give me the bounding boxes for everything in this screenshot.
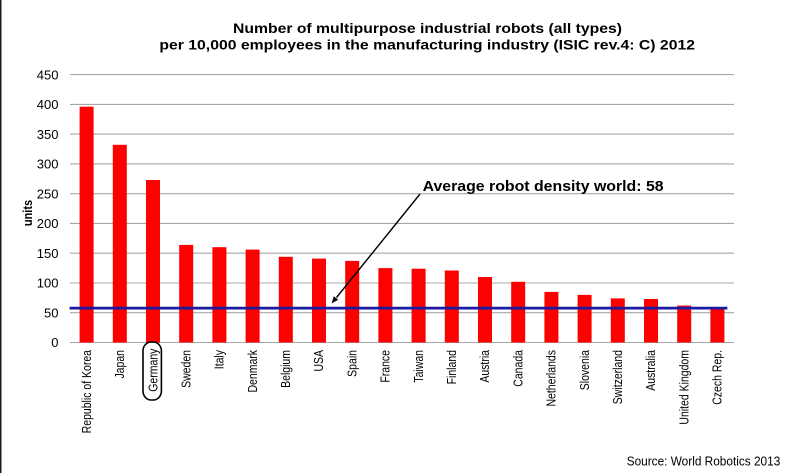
svg-text:Number of multipurpose industr: Number of multipurpose industrial robots… bbox=[233, 20, 622, 36]
svg-text:units: units bbox=[20, 199, 35, 226]
svg-text:450: 450 bbox=[37, 67, 59, 82]
svg-text:Denmark: Denmark bbox=[247, 350, 260, 393]
svg-text:Austria: Austria bbox=[479, 350, 492, 383]
svg-text:Sweden: Sweden bbox=[181, 350, 194, 388]
svg-text:100: 100 bbox=[37, 276, 59, 291]
svg-text:per 10,000 employees in the ma: per 10,000 employees in the manufacturin… bbox=[159, 36, 695, 52]
svg-text:Belgium: Belgium bbox=[280, 350, 293, 388]
svg-text:350: 350 bbox=[37, 127, 59, 142]
svg-text:Czech Rep.: Czech Rep. bbox=[712, 350, 725, 405]
svg-text:Germany: Germany bbox=[148, 348, 161, 391]
svg-text:United Kingdom: United Kingdom bbox=[679, 350, 692, 425]
svg-text:Taiwan: Taiwan bbox=[413, 350, 426, 383]
svg-text:150: 150 bbox=[37, 246, 59, 261]
svg-text:USA: USA bbox=[313, 350, 326, 372]
svg-text:50: 50 bbox=[44, 305, 58, 320]
svg-text:200: 200 bbox=[37, 216, 59, 231]
svg-text:Slovenia: Slovenia bbox=[579, 350, 592, 391]
svg-text:Republic of Korea: Republic of Korea bbox=[81, 350, 94, 434]
svg-text:Source: World Robotics 2013: Source: World Robotics 2013 bbox=[627, 453, 781, 468]
svg-text:250: 250 bbox=[37, 186, 59, 201]
svg-text:Japan: Japan bbox=[114, 350, 127, 379]
svg-text:300: 300 bbox=[37, 157, 59, 172]
svg-text:Spain: Spain bbox=[347, 350, 360, 377]
svg-text:Italy: Italy bbox=[214, 350, 227, 369]
svg-text:Finland: Finland bbox=[446, 350, 459, 384]
svg-text:Switzerland: Switzerland bbox=[612, 350, 625, 404]
svg-text:Average robot density world: 5: Average robot density world: 58 bbox=[423, 178, 664, 195]
svg-text:Netherlands: Netherlands bbox=[546, 350, 559, 407]
svg-text:Australia: Australia bbox=[645, 349, 658, 390]
svg-text:France: France bbox=[380, 350, 393, 383]
svg-text:Canada: Canada bbox=[513, 349, 526, 386]
svg-text:400: 400 bbox=[37, 97, 59, 112]
svg-text:0: 0 bbox=[51, 335, 58, 350]
